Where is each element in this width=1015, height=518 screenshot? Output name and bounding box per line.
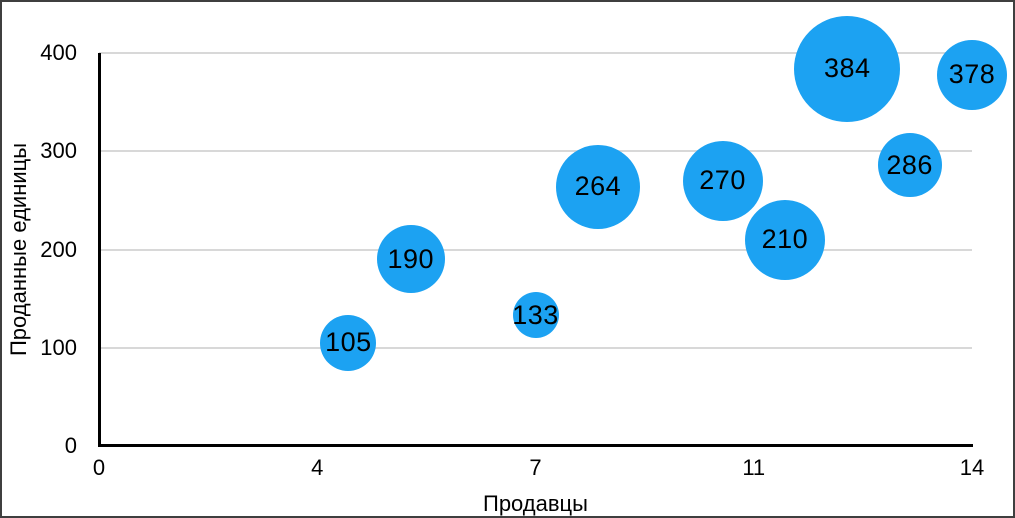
data-bubble: 133 <box>512 292 559 339</box>
x-axis-line <box>98 444 973 447</box>
horizontal-gridline <box>99 346 972 349</box>
horizontal-gridline <box>99 248 972 251</box>
y-tick-label: 400 <box>40 40 77 65</box>
data-bubble: 105 <box>320 314 377 371</box>
bubble-value-label: 190 <box>387 243 435 274</box>
bubble-value-label: 270 <box>699 165 746 196</box>
x-tick-label: 0 <box>92 455 106 480</box>
bubble-value-label: 378 <box>948 59 996 90</box>
x-tick-label: 4 <box>311 455 324 480</box>
x-axis-title: Продавцы <box>483 491 588 516</box>
data-bubble: 264 <box>555 144 640 229</box>
data-bubble: 210 <box>744 199 825 280</box>
y-tick-label: 300 <box>40 138 77 164</box>
horizontal-gridline <box>99 52 972 54</box>
bubble-value-label: 286 <box>886 149 933 180</box>
data-bubble: 378 <box>937 39 1007 110</box>
y-tick-label: 0 <box>64 433 77 458</box>
data-bubble: 190 <box>376 225 445 294</box>
bubble-value-label: 384 <box>824 53 871 84</box>
y-axis-line <box>98 53 101 447</box>
y-tick-label: 100 <box>40 334 77 360</box>
plot-area: 105 190 133 264 270 210 384 286 378 <box>98 15 1007 447</box>
x-tick-label: 11 <box>742 455 766 480</box>
data-bubble: 384 <box>794 15 901 122</box>
horizontal-gridline <box>99 150 972 153</box>
bubble-value-label: 105 <box>325 327 372 358</box>
bubble-value-label: 210 <box>761 224 809 255</box>
x-tick-label: 14 <box>959 455 985 480</box>
bubble-value-label: 133 <box>512 299 559 330</box>
x-tick-label: 7 <box>529 455 542 480</box>
y-tick-label: 200 <box>40 236 77 262</box>
bubble-value-label: 264 <box>574 171 622 202</box>
data-bubble: 286 <box>877 133 942 197</box>
data-bubble: 270 <box>682 140 763 221</box>
